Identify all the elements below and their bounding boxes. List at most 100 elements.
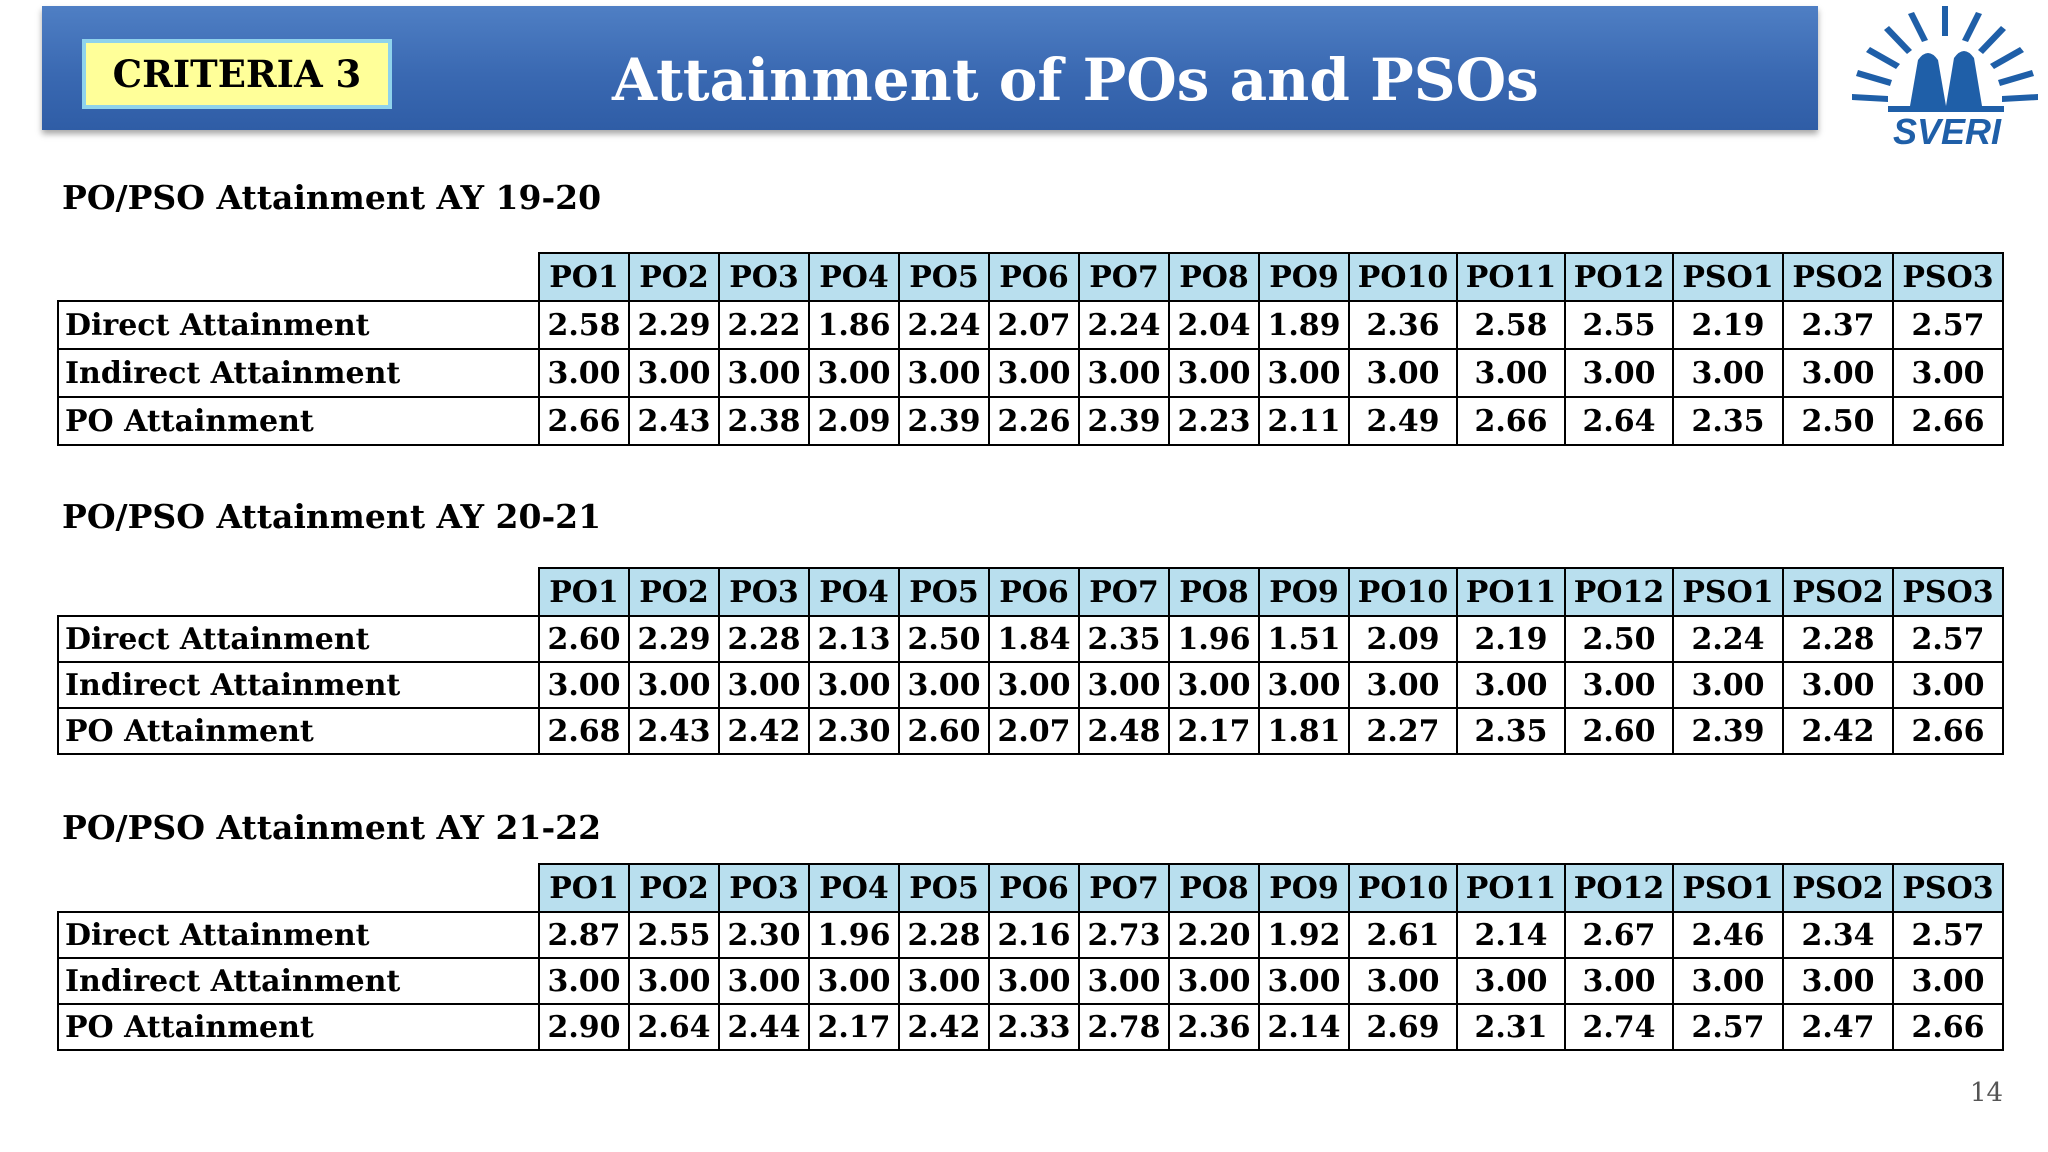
column-header-pso1: PSO1 [1672, 863, 1784, 913]
value-cell: 3.00 [1672, 348, 1784, 398]
column-header-po10: PO10 [1348, 567, 1458, 617]
sveri-logo-icon: SVERI [1852, 6, 2038, 152]
value-cell: 3.00 [1782, 661, 1894, 709]
value-cell: 3.00 [1456, 661, 1566, 709]
value-cell: 2.64 [1564, 396, 1674, 446]
row-label: PO Attainment [57, 396, 540, 446]
value-cell: 3.00 [1258, 348, 1350, 398]
column-header-pso2: PSO2 [1782, 863, 1894, 913]
column-header-po7: PO7 [1078, 567, 1170, 617]
value-cell: 3.00 [898, 661, 990, 709]
value-cell: 3.00 [1078, 348, 1170, 398]
value-cell: 2.07 [988, 707, 1080, 755]
row-label: Direct Attainment [57, 615, 540, 663]
value-cell: 2.39 [1672, 707, 1784, 755]
column-header-po6: PO6 [988, 567, 1080, 617]
header-blank-cell [58, 253, 539, 302]
column-header-pso3: PSO3 [1892, 252, 2004, 302]
value-cell: 2.28 [718, 615, 810, 663]
value-cell: 1.89 [1258, 300, 1350, 350]
column-header-po5: PO5 [898, 252, 990, 302]
column-header-po12: PO12 [1564, 252, 1674, 302]
value-cell: 1.51 [1258, 615, 1350, 663]
table-header-row: PO1 PO2 PO3 PO4 PO5 PO6 PO7 PO8 PO9 PO10 PO11 PO12 P… [58, 863, 2004, 913]
value-cell: 3.00 [1456, 348, 1566, 398]
value-cell: 2.17 [1168, 707, 1260, 755]
value-cell: 2.66 [1892, 1003, 2004, 1051]
value-cell: 2.66 [1892, 707, 2004, 755]
value-cell: 2.24 [1078, 300, 1170, 350]
table-row: Indirect Attainment 3.00 3.00 3.00 3.00 3.00 3… [57, 661, 2004, 709]
value-cell: 1.96 [1168, 615, 1260, 663]
slide-title: Attainment of POs and PSOs [612, 46, 1539, 114]
value-cell: 2.07 [988, 300, 1080, 350]
value-cell: 3.00 [628, 957, 720, 1005]
value-cell: 3.00 [538, 348, 630, 398]
value-cell: 2.48 [1078, 707, 1170, 755]
column-header-po6: PO6 [988, 252, 1080, 302]
value-cell: 2.17 [808, 1003, 900, 1051]
value-cell: 2.29 [628, 615, 720, 663]
value-cell: 3.00 [1672, 957, 1784, 1005]
value-cell: 2.90 [538, 1003, 630, 1051]
page-number: 14 [1970, 1078, 2004, 1108]
value-cell: 2.66 [1892, 396, 2004, 446]
table-row: Direct Attainment 2.58 2.29 2.22 1.86 2.24 2.0… [57, 300, 2004, 350]
row-label: PO Attainment [57, 1003, 540, 1051]
value-cell: 2.09 [1348, 615, 1458, 663]
value-cell: 3.00 [808, 661, 900, 709]
value-cell: 2.14 [1258, 1003, 1350, 1051]
value-cell: 2.35 [1078, 615, 1170, 663]
column-header-po8: PO8 [1168, 252, 1260, 302]
column-header-pso3: PSO3 [1892, 567, 2004, 617]
value-cell: 3.00 [1258, 661, 1350, 709]
value-cell: 3.00 [718, 348, 810, 398]
value-cell: 3.00 [1168, 957, 1260, 1005]
value-cell: 2.49 [1348, 396, 1458, 446]
sveri-logo: SVERI [1848, 2, 2046, 152]
value-cell: 2.55 [628, 911, 720, 959]
row-label: Direct Attainment [57, 911, 540, 959]
value-cell: 2.37 [1782, 300, 1894, 350]
value-cell: 2.04 [1168, 300, 1260, 350]
value-cell: 2.13 [808, 615, 900, 663]
value-cell: 3.00 [628, 661, 720, 709]
value-cell: 2.60 [898, 707, 990, 755]
value-cell: 2.24 [1672, 615, 1784, 663]
value-cell: 2.39 [898, 396, 990, 446]
value-cell: 3.00 [988, 957, 1080, 1005]
value-cell: 3.00 [628, 348, 720, 398]
column-header-po5: PO5 [898, 567, 990, 617]
value-cell: 3.00 [1782, 957, 1894, 1005]
value-cell: 3.00 [1348, 957, 1458, 1005]
value-cell: 2.78 [1078, 1003, 1170, 1051]
value-cell: 2.87 [538, 911, 630, 959]
column-header-pso1: PSO1 [1672, 567, 1784, 617]
value-cell: 2.50 [898, 615, 990, 663]
value-cell: 2.44 [718, 1003, 810, 1051]
column-header-po12: PO12 [1564, 863, 1674, 913]
value-cell: 2.30 [808, 707, 900, 755]
value-cell: 3.00 [718, 957, 810, 1005]
value-cell: 2.09 [808, 396, 900, 446]
value-cell: 3.00 [1564, 348, 1674, 398]
value-cell: 2.66 [1456, 396, 1566, 446]
column-header-po9: PO9 [1258, 252, 1350, 302]
value-cell: 2.57 [1892, 300, 2004, 350]
value-cell: 2.28 [1782, 615, 1894, 663]
value-cell: 2.60 [538, 615, 630, 663]
value-cell: 2.60 [1564, 707, 1674, 755]
value-cell: 3.00 [1672, 661, 1784, 709]
header-blank-cell [58, 864, 539, 913]
value-cell: 2.58 [538, 300, 630, 350]
value-cell: 2.19 [1456, 615, 1566, 663]
value-cell: 3.00 [1564, 957, 1674, 1005]
value-cell: 3.00 [538, 661, 630, 709]
value-cell: 3.00 [1892, 957, 2004, 1005]
column-header-po2: PO2 [628, 863, 720, 913]
value-cell: 2.23 [1168, 396, 1260, 446]
column-header-po1: PO1 [538, 863, 630, 913]
value-cell: 2.64 [628, 1003, 720, 1051]
column-header-po9: PO9 [1258, 567, 1350, 617]
value-cell: 2.42 [1782, 707, 1894, 755]
